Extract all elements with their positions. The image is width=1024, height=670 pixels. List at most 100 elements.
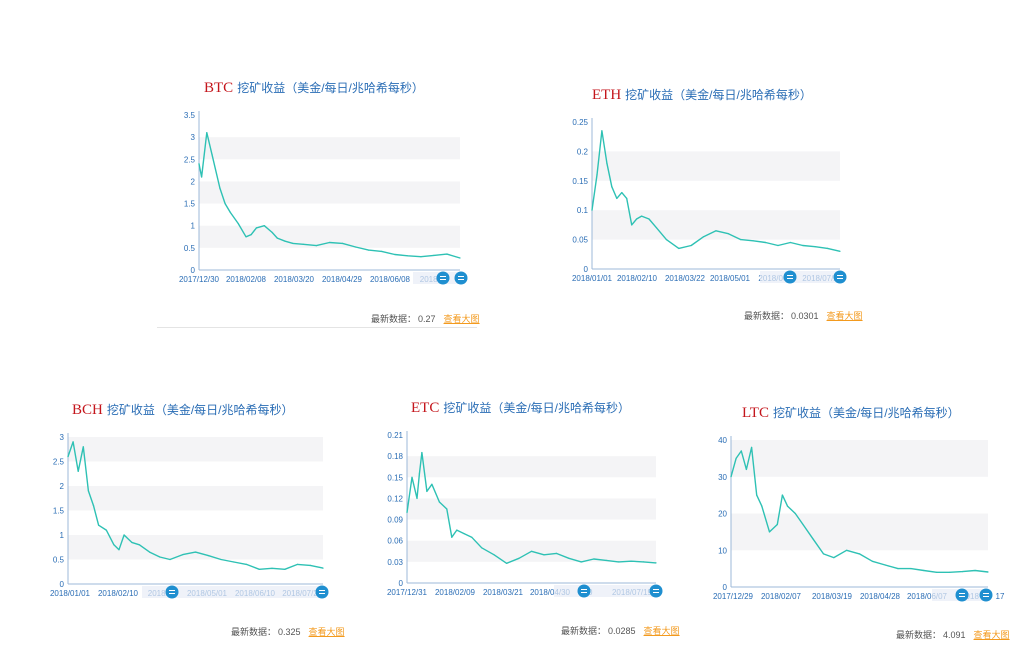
data-point <box>309 564 311 567</box>
data-point <box>631 224 633 226</box>
data-point <box>630 560 632 562</box>
x-tick-label: 2018/02/09 <box>435 588 476 597</box>
bch-title: BCH 挖矿收益（美金/每日/兆哈希每秒） <box>72 402 294 418</box>
data-point <box>123 534 125 536</box>
data-point <box>456 529 458 531</box>
range-handle-left[interactable] <box>783 270 797 284</box>
view-large-link[interactable]: 查看大图 <box>643 626 680 636</box>
range-handle-left[interactable] <box>577 584 591 598</box>
coin-name: BTC <box>204 80 234 96</box>
range-handle-left[interactable] <box>165 585 179 599</box>
data-point <box>812 538 814 540</box>
bch-footer: 最新数据： 0.325 查看大图 <box>231 625 345 638</box>
data-point <box>611 186 613 188</box>
data-point <box>833 557 835 559</box>
data-point <box>751 446 753 448</box>
eth-title: ETH 挖矿收益（美金/每日/兆哈希每秒） <box>592 87 812 103</box>
data-point <box>897 568 899 570</box>
coin-name: ETC <box>411 400 440 416</box>
y-tick-label: 2.5 <box>184 155 196 164</box>
data-point <box>431 483 433 485</box>
data-point <box>846 549 848 551</box>
data-point <box>471 536 473 538</box>
data-point <box>871 560 874 562</box>
data-point <box>776 523 778 526</box>
data-point <box>948 571 951 573</box>
data-point <box>481 547 483 549</box>
latest-value: 0.0301 <box>791 311 819 321</box>
data-point <box>530 550 533 552</box>
data-point <box>506 562 508 564</box>
data-point <box>781 494 784 496</box>
series-line <box>591 130 841 252</box>
data-point <box>138 544 140 546</box>
range-handle-right[interactable] <box>454 271 468 285</box>
data-point <box>206 132 208 134</box>
grid-band <box>68 437 323 462</box>
y-tick-label: 0 <box>584 265 589 274</box>
data-point <box>407 255 409 257</box>
range-handle-right[interactable] <box>979 588 993 602</box>
data-point <box>794 512 796 515</box>
data-point <box>822 553 825 555</box>
view-large-link[interactable]: 查看大图 <box>443 314 480 324</box>
view-large-link[interactable]: 查看大图 <box>973 630 1010 640</box>
data-point <box>315 245 317 247</box>
data-point <box>459 257 461 259</box>
range-handle-right[interactable] <box>315 585 329 599</box>
data-point <box>149 551 151 553</box>
data-point <box>72 441 74 443</box>
range-handle-left[interactable] <box>436 271 450 285</box>
view-large-link[interactable]: 查看大图 <box>826 311 863 321</box>
data-point <box>169 558 171 561</box>
y-tick-label: 1 <box>60 531 65 540</box>
latest-label: 最新数据： <box>896 630 942 640</box>
y-tick-label: 2 <box>60 482 65 491</box>
data-point <box>730 476 732 478</box>
y-tick-label: 0 <box>723 583 728 592</box>
data-point <box>703 236 705 238</box>
y-tick-label: 30 <box>718 473 727 482</box>
data-point <box>655 562 657 564</box>
data-point <box>636 218 638 220</box>
data-point <box>802 244 804 247</box>
data-point <box>276 237 278 239</box>
data-point <box>761 505 763 507</box>
data-point <box>263 225 265 227</box>
y-tick-label: 0 <box>60 580 65 589</box>
data-point <box>839 250 841 252</box>
x-tick-label: 2018/02/10 <box>617 274 658 283</box>
data-point <box>245 236 247 238</box>
data-point <box>621 192 623 194</box>
latest-label: 最新数据： <box>744 311 790 321</box>
y-tick-label: 3.5 <box>184 111 196 120</box>
range-handle-left[interactable] <box>955 588 969 602</box>
data-point <box>768 531 771 533</box>
data-point <box>568 557 570 559</box>
data-point <box>789 241 792 244</box>
coin-name: BCH <box>72 402 103 418</box>
data-point <box>406 511 408 514</box>
x-tick-label: 2018/05/01 <box>710 274 751 283</box>
data-point <box>77 470 79 472</box>
y-tick-label: 1.5 <box>184 200 196 209</box>
x-tick-label: 2018/03/21 <box>483 588 524 597</box>
grid-band <box>731 513 988 551</box>
y-tick-label: 40 <box>718 436 727 445</box>
unit-label: 挖矿收益（美金/每日/兆哈希每秒） <box>106 403 294 417</box>
data-point <box>678 247 680 249</box>
range-handle-right[interactable] <box>649 584 663 598</box>
x-tick-label: 2018/02/08 <box>226 275 267 284</box>
y-tick-label: 0.15 <box>387 473 403 482</box>
y-tick-label: 1 <box>191 222 196 231</box>
data-point <box>802 523 804 526</box>
data-point <box>82 446 84 448</box>
data-point <box>271 231 273 233</box>
range-handle-right[interactable] <box>833 270 847 284</box>
data-point <box>596 174 598 176</box>
y-tick-label: 0.21 <box>387 431 403 440</box>
view-large-link[interactable]: 查看大图 <box>308 627 345 637</box>
y-tick-label: 0.18 <box>387 452 403 461</box>
